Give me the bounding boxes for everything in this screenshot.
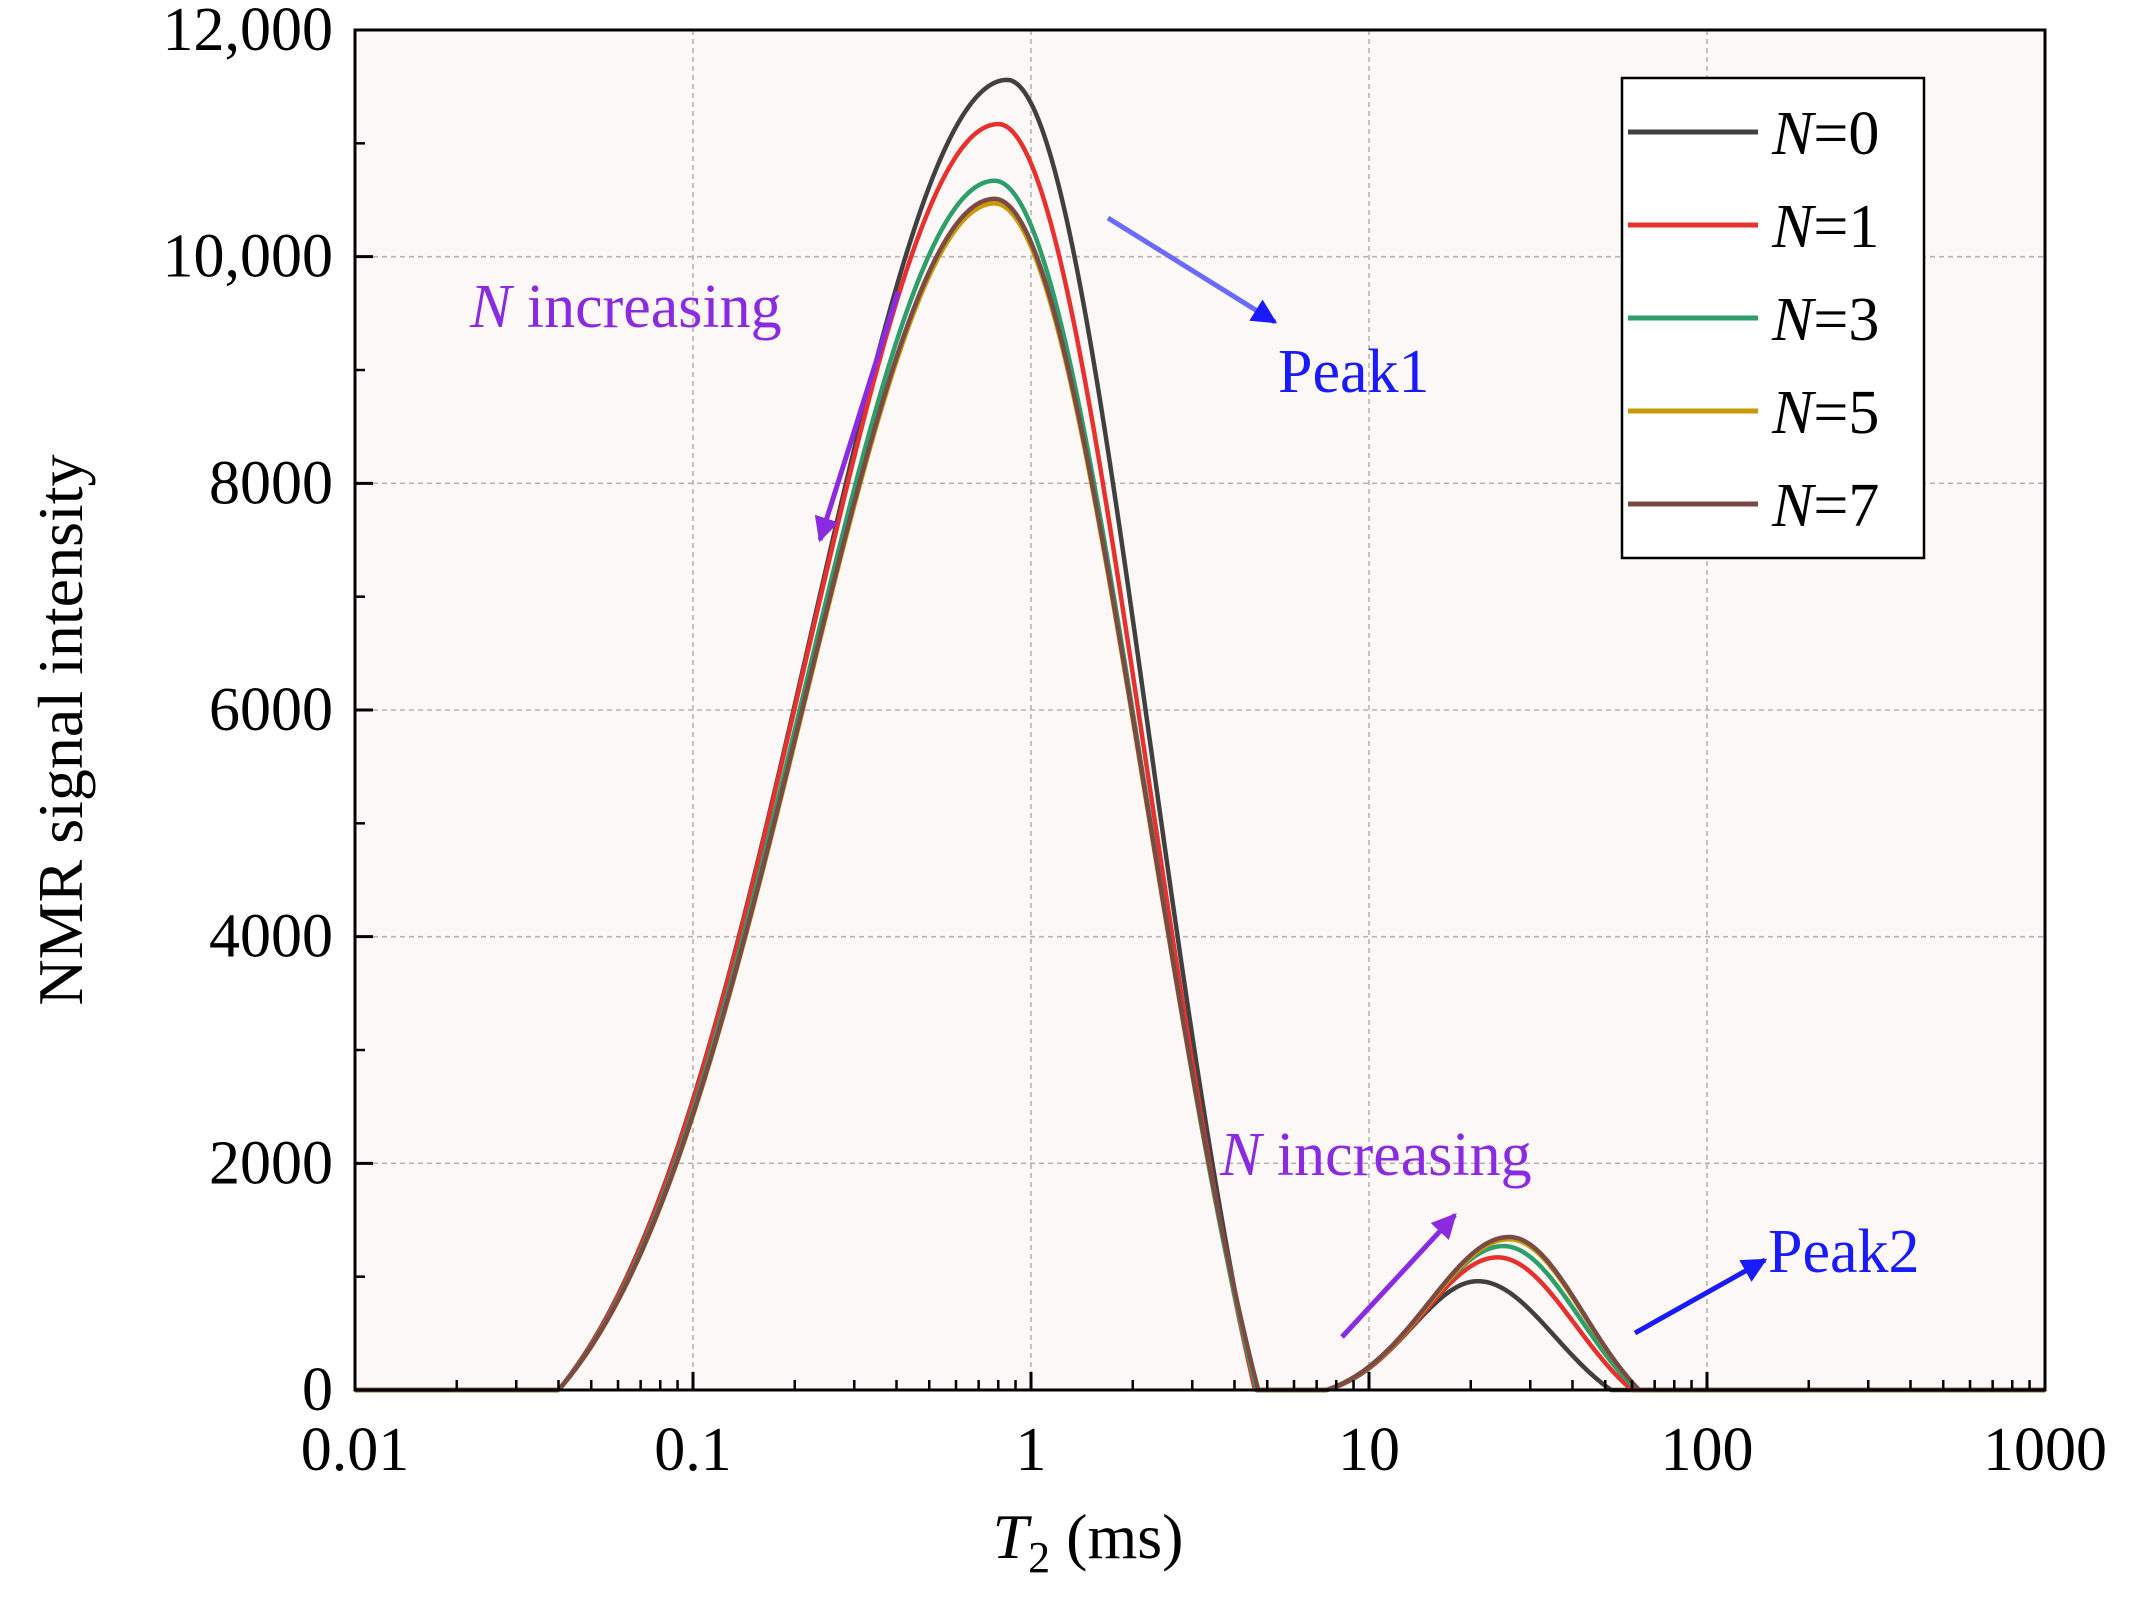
annotation-peak2: Peak2	[1768, 1218, 1920, 1286]
annotation-arrow-n-increasing-1	[814, 291, 901, 543]
axis-ticks: 0.01 0.1 1 10 100 1000 0 2000 4000 6000 8000 10,000…	[163, 0, 2108, 1484]
legend-label-1: N=1	[1771, 193, 1879, 261]
annotation-arrow-peak2	[1633, 1257, 1768, 1336]
y-tick-label: 0	[302, 1356, 333, 1424]
y-tick-label: 4000	[209, 903, 333, 971]
legend-label-2: N=3	[1771, 286, 1879, 354]
annotation-arrow-n-increasing-2	[1340, 1213, 1457, 1339]
x-tick-label: 1000	[1983, 1416, 2107, 1484]
x-tick-label: 100	[1661, 1416, 1754, 1484]
annotation-n-increasing-2: N increasing	[1219, 1121, 1532, 1189]
y-tick-label: 8000	[209, 449, 333, 517]
x-tick-label: 1	[1016, 1416, 1047, 1484]
x-axis-title: T2 (ms)	[993, 1501, 1184, 1582]
x-axis-title-unit: (ms)	[1050, 1501, 1183, 1572]
x-tick-label: 0.01	[301, 1416, 410, 1484]
y-axis-title: NMR signal intensity	[25, 454, 96, 1005]
annotation-n-increasing-1: N increasing	[469, 273, 782, 341]
x-tick-label: 10	[1338, 1416, 1400, 1484]
y-tick-label: 10,000	[163, 223, 334, 291]
x-tick-label: 0.1	[654, 1416, 732, 1484]
x-axis-title-subscript: 2	[1028, 1533, 1050, 1582]
annotations: N increasing Peak1 N increasing Peak2	[469, 215, 1920, 1339]
legend-label-0: N=0	[1771, 100, 1879, 168]
y-tick-label: 6000	[209, 676, 333, 744]
y-tick-label: 12,000	[163, 0, 334, 64]
y-tick-label: 2000	[209, 1129, 333, 1197]
x-axis-title-var: T	[993, 1501, 1033, 1572]
annotation-arrow-peak1	[1106, 215, 1278, 325]
legend: N=0 N=1 N=3 N=5 N=7	[1620, 76, 1926, 560]
legend-label-3: N=5	[1771, 379, 1879, 447]
annotation-peak1: Peak1	[1278, 338, 1430, 406]
legend-label-4: N=7	[1771, 472, 1879, 540]
